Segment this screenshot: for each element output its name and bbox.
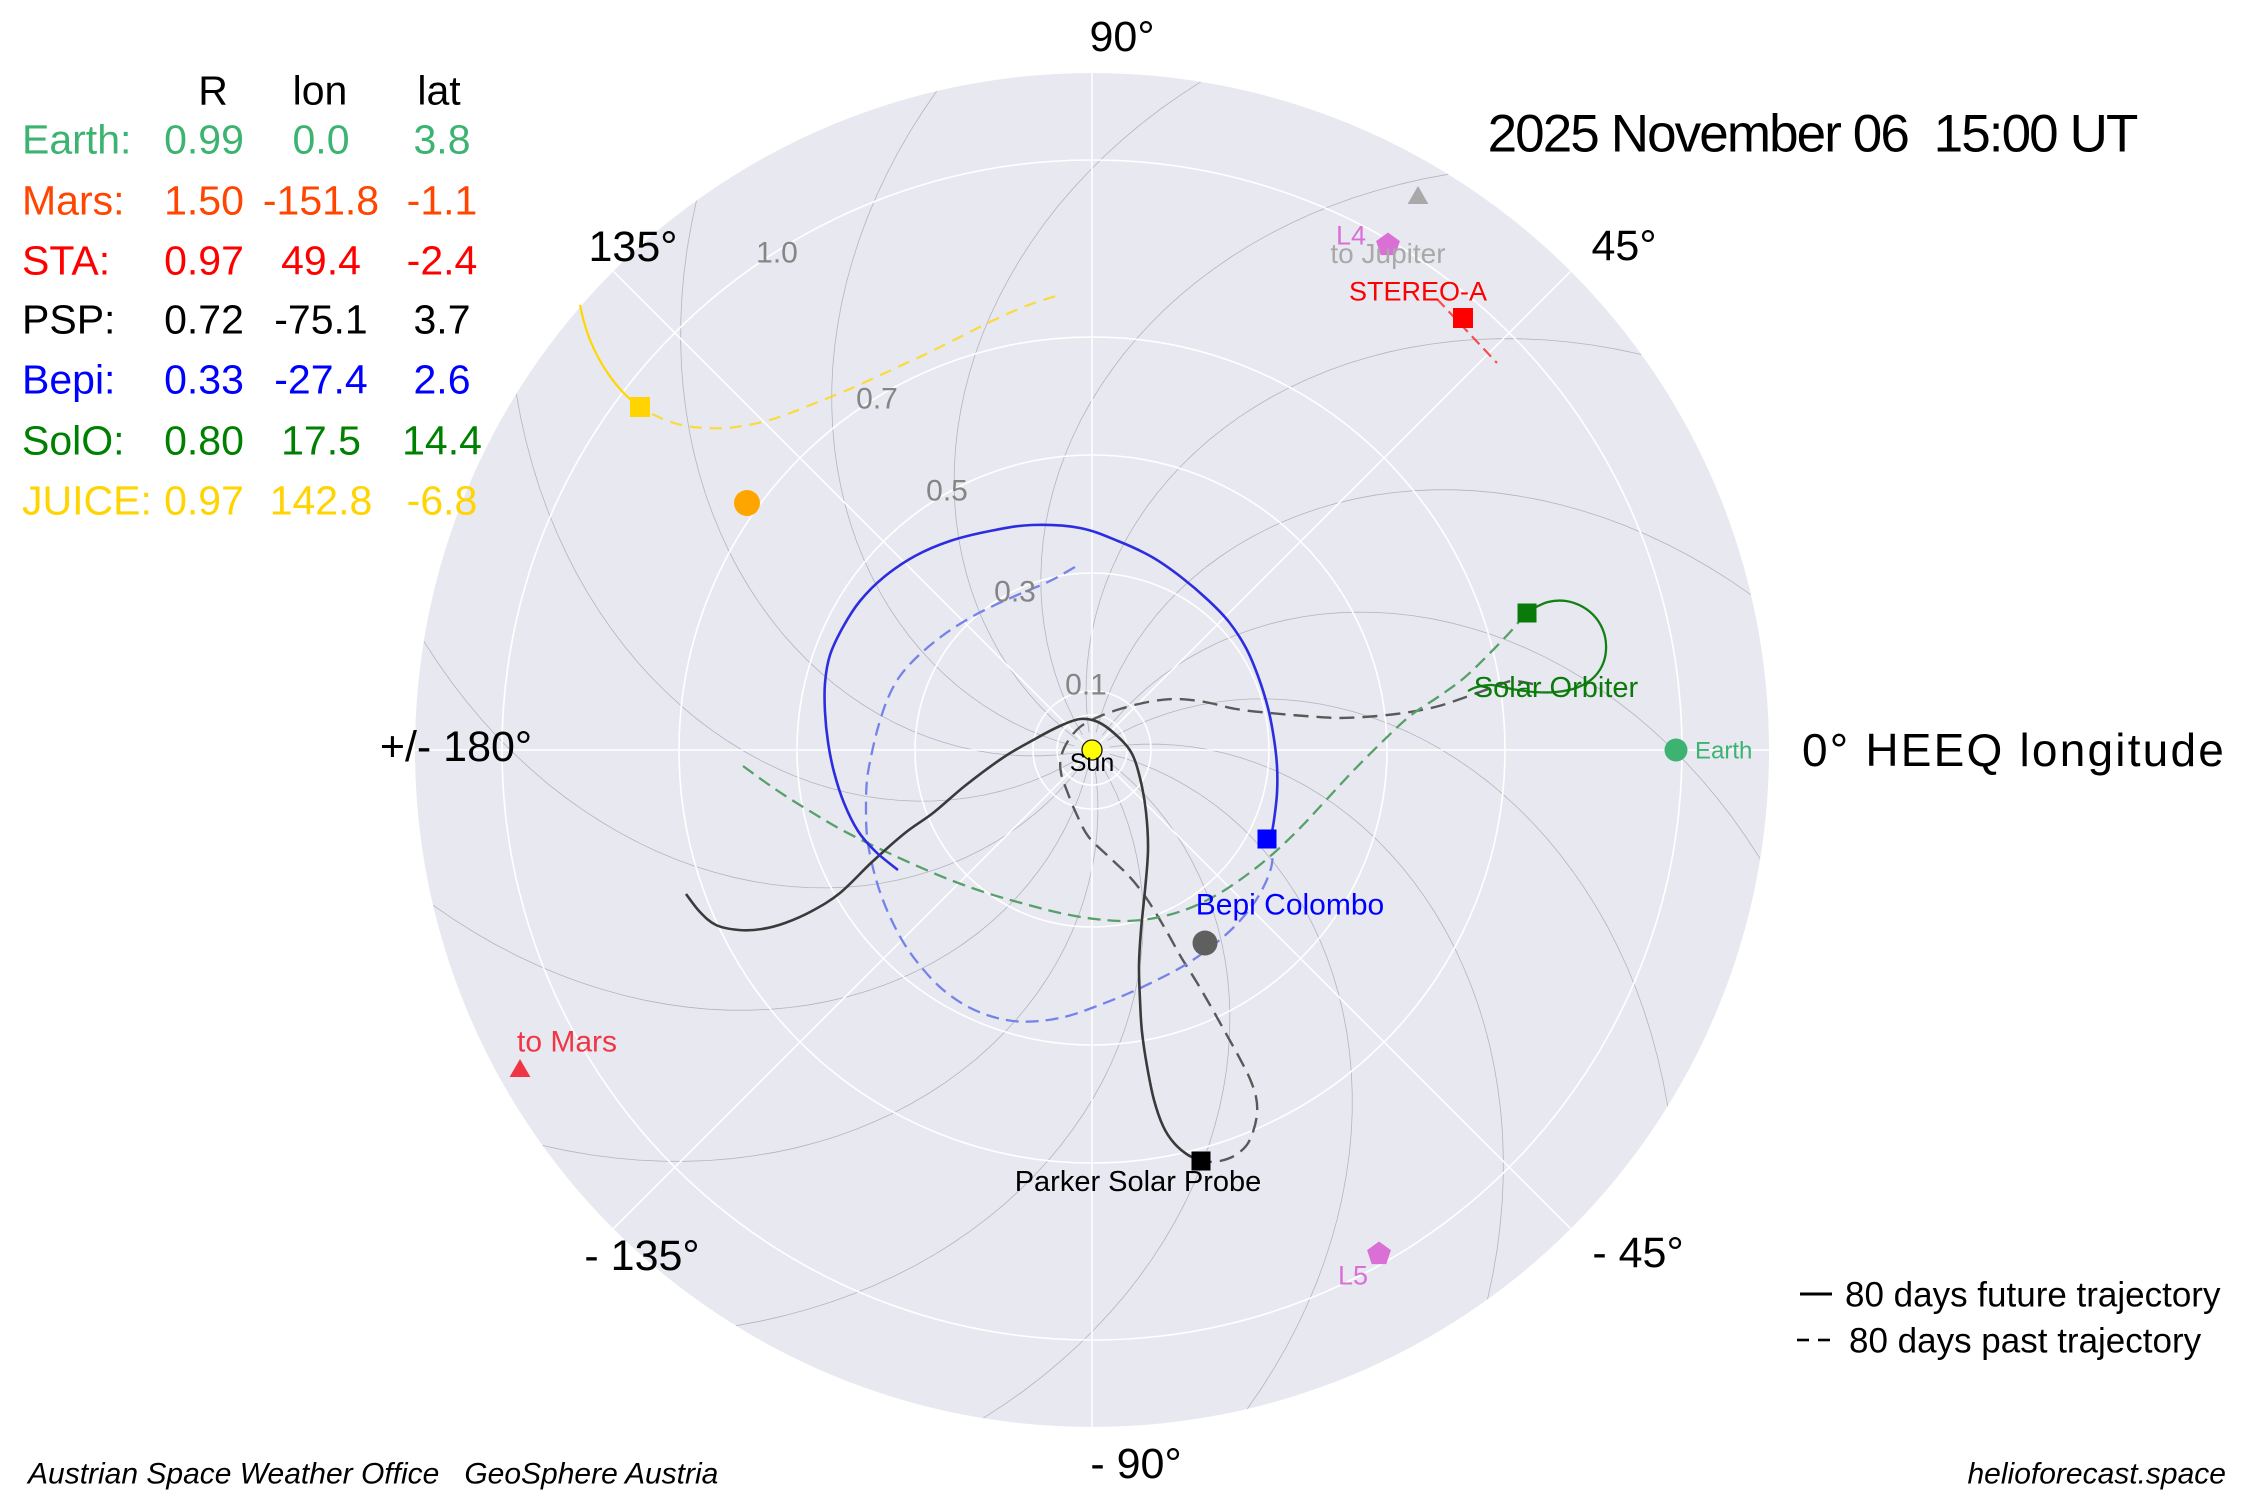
svg-text:142.8: 142.8: [270, 477, 373, 523]
svg-text:49.4: 49.4: [281, 237, 361, 283]
svg-text:-27.4: -27.4: [274, 356, 367, 402]
svg-text:0.99: 0.99: [164, 116, 244, 162]
svg-text:80 days past trajectory: 80 days past trajectory: [1849, 1321, 2202, 1360]
svg-text:90°: 90°: [1089, 13, 1154, 61]
svg-text:Parker Solar Probe: Parker Solar Probe: [1015, 1166, 1262, 1198]
svg-text:lat: lat: [417, 67, 461, 113]
svg-text:Solar Orbiter: Solar Orbiter: [1474, 672, 1639, 704]
svg-text:Bepi Colombo: Bepi Colombo: [1196, 889, 1384, 922]
svg-text:3.8: 3.8: [414, 116, 471, 162]
svg-text:3.7: 3.7: [414, 296, 471, 342]
svg-text:-1.1: -1.1: [407, 177, 478, 223]
svg-text:Mars:: Mars:: [22, 177, 125, 223]
svg-text:R: R: [198, 67, 228, 113]
svg-text:SolO:: SolO:: [22, 417, 125, 463]
svg-text:helioforecast.space: helioforecast.space: [1968, 1458, 2227, 1491]
svg-text:0.97: 0.97: [164, 237, 244, 283]
svg-text:17.5: 17.5: [281, 417, 361, 463]
svg-text:80 days future trajectory: 80 days future trajectory: [1845, 1275, 2221, 1314]
svg-text:1.50: 1.50: [164, 177, 244, 223]
svg-text:PSP:: PSP:: [22, 296, 115, 342]
svg-text:0.7: 0.7: [856, 383, 898, 416]
svg-text:JUICE:: JUICE:: [22, 477, 152, 523]
svg-text:Sun: Sun: [1070, 749, 1114, 777]
svg-text:- 90°: - 90°: [1090, 1440, 1181, 1488]
svg-text:STA:: STA:: [22, 237, 110, 283]
svg-text:0.0: 0.0: [293, 116, 350, 162]
svg-text:0.72: 0.72: [164, 296, 244, 342]
svg-text:14.4: 14.4: [402, 417, 482, 463]
svg-text:2025 November 06 15:00 UT: 2025 November 06 15:00 UT: [1488, 105, 2138, 164]
svg-text:to Jupiter: to Jupiter: [1330, 238, 1445, 269]
svg-text:-75.1: -75.1: [274, 296, 367, 342]
svg-text:to Mars: to Mars: [517, 1026, 617, 1059]
svg-text:0.80: 0.80: [164, 417, 244, 463]
svg-text:0.97: 0.97: [164, 477, 244, 523]
svg-text:- 135°: - 135°: [584, 1232, 699, 1280]
svg-text:45°: 45°: [1591, 222, 1656, 270]
svg-text:Earth:: Earth:: [22, 116, 131, 162]
svg-text:2.6: 2.6: [414, 356, 471, 402]
svg-text:0.3: 0.3: [994, 576, 1036, 609]
svg-text:Austrian Space Weather Office: Austrian Space Weather Office GeoSphere …: [26, 1458, 718, 1491]
svg-text:135°: 135°: [589, 223, 678, 271]
svg-text:0° HEEQ longitude: 0° HEEQ longitude: [1802, 724, 2226, 776]
svg-text:lon: lon: [293, 67, 348, 113]
svg-text:-2.4: -2.4: [407, 237, 478, 283]
svg-text:1.0: 1.0: [756, 237, 798, 270]
svg-text:- 45°: - 45°: [1592, 1229, 1683, 1277]
svg-text:-6.8: -6.8: [407, 477, 478, 523]
svg-text:0.5: 0.5: [926, 475, 968, 508]
svg-text:0.1: 0.1: [1065, 669, 1107, 702]
svg-text:0.33: 0.33: [164, 356, 244, 402]
svg-text:Earth: Earth: [1695, 737, 1752, 764]
svg-text:+/- 180°: +/- 180°: [380, 723, 532, 771]
svg-text:-151.8: -151.8: [263, 177, 379, 223]
svg-text:Bepi:: Bepi:: [22, 356, 115, 402]
svg-text:L4: L4: [1336, 220, 1366, 250]
svg-text:L5: L5: [1338, 1260, 1368, 1290]
svg-text:STEREO-A: STEREO-A: [1349, 276, 1487, 306]
